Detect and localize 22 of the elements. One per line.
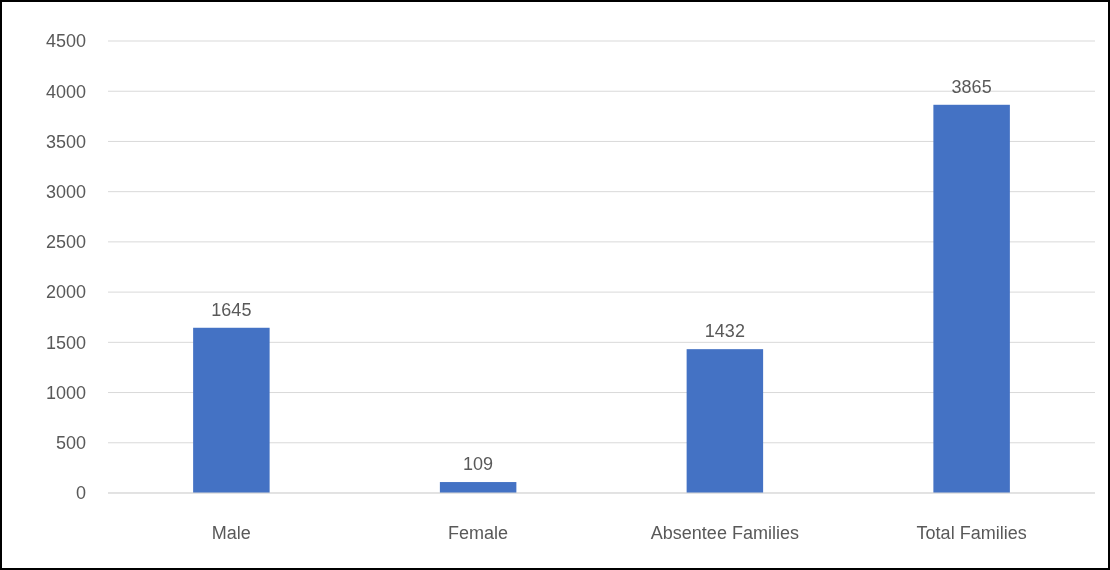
y-tick-label: 1000 [45,382,86,403]
y-tick-label: 4500 [45,31,86,52]
x-tick-label: Total Families [916,523,1027,543]
y-tick-label: 2000 [45,282,86,303]
y-tick-label: 2500 [45,232,86,253]
y-tick-label: 0 [75,483,86,504]
y-tick-label: 3000 [45,181,86,202]
y-tick-label: 500 [55,433,86,454]
bar [193,327,270,493]
y-tick-label: 1500 [45,332,86,353]
data-label: 1645 [211,299,252,320]
y-tick-label: 3500 [45,131,86,152]
x-tick-label: Female [448,523,509,543]
y-tick-label: 4000 [45,81,86,102]
bar [439,482,517,493]
x-tick-label: Absentee Families [650,523,799,543]
data-label: 3865 [951,76,992,97]
data-label: 109 [463,454,494,475]
data-label: 1432 [704,321,745,342]
bar [933,104,1010,493]
x-tick-label: Male [211,523,251,543]
bar [686,349,764,493]
